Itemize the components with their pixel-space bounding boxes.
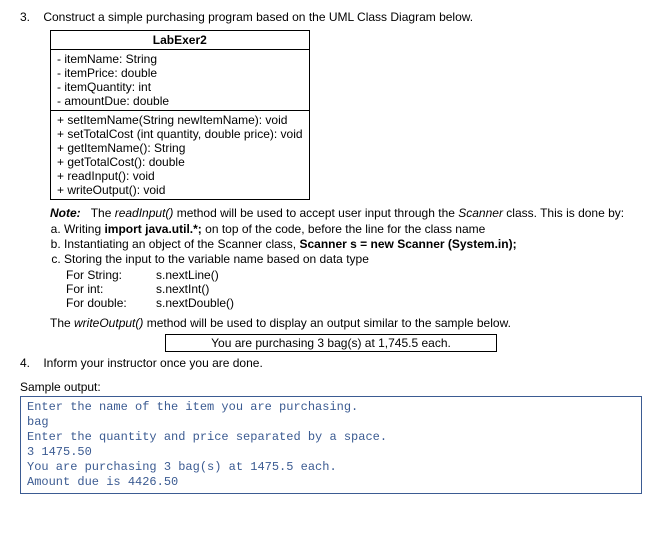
uml-method: + getTotalCost(): double	[57, 155, 303, 169]
uml-attr: - itemQuantity: int	[57, 80, 303, 94]
writeoutput-paragraph: The writeOutput() method will be used to…	[50, 316, 642, 330]
datatype-label: For int:	[66, 282, 156, 296]
scanner-class: Scanner	[458, 206, 503, 220]
note-label: Note:	[50, 206, 81, 220]
datatype-row: For double: s.nextDouble()	[66, 296, 642, 310]
datatype-row: For int: s.nextInt()	[66, 282, 642, 296]
q3-text: Construct a simple purchasing program ba…	[43, 10, 633, 24]
uml-method: + setTotalCost (int quantity, double pri…	[57, 127, 303, 141]
step-c: Storing the input to the variable name b…	[64, 252, 642, 266]
sample-output-box: You are purchasing 3 bag(s) at 1,745.5 e…	[165, 334, 497, 352]
uml-method: + setItemName(String newItemName): void	[57, 113, 303, 127]
uml-method: + readInput(): void	[57, 169, 303, 183]
datatype-call: s.nextInt()	[156, 282, 209, 296]
uml-attributes: - itemName: String - itemPrice: double -…	[51, 50, 310, 111]
steps-list: Writing import java.util.*; on top of th…	[46, 222, 642, 266]
writeout-text: method will be used to display an output…	[143, 316, 511, 330]
uml-attr: - itemPrice: double	[57, 66, 303, 80]
note-text: class. This is done by:	[503, 206, 624, 220]
datatype-call: s.nextLine()	[156, 268, 219, 282]
writeoutput-method: writeOutput()	[74, 316, 143, 330]
step-a: Writing import java.util.*; on top of th…	[64, 222, 642, 236]
note-paragraph: Note: The readInput() method will be use…	[50, 206, 642, 220]
step-b-code: Scanner s = new Scanner (System.in);	[299, 237, 516, 251]
uml-methods: + setItemName(String newItemName): void …	[51, 111, 310, 200]
uml-diagram: LabExer2 - itemName: String - itemPrice:…	[50, 30, 310, 200]
datatype-label: For double:	[66, 296, 156, 310]
writeout-text: The	[50, 316, 74, 330]
datatype-label: For String:	[66, 268, 156, 282]
uml-attr: - itemName: String	[57, 52, 303, 66]
sample-output-label: Sample output:	[20, 380, 642, 394]
note-text: method will be used to accept user input…	[173, 206, 458, 220]
question-3: 3. Construct a simple purchasing program…	[20, 10, 642, 24]
q3-number: 3.	[20, 10, 40, 24]
uml-class-name: LabExer2	[51, 31, 310, 50]
readinput-method: readInput()	[115, 206, 174, 220]
step-b: Instantiating an object of the Scanner c…	[64, 237, 642, 251]
datatype-methods: For String: s.nextLine() For int: s.next…	[66, 268, 642, 310]
q4-text: Inform your instructor once you are done…	[43, 356, 633, 370]
datatype-row: For String: s.nextLine()	[66, 268, 642, 282]
datatype-call: s.nextDouble()	[156, 296, 234, 310]
step-a-text: on top of the code, before the line for …	[202, 222, 486, 236]
q4-number: 4.	[20, 356, 40, 370]
step-a-text: Writing	[64, 222, 104, 236]
uml-attr: - amountDue: double	[57, 94, 303, 108]
uml-method: + writeOutput(): void	[57, 183, 303, 197]
question-4: 4. Inform your instructor once you are d…	[20, 356, 642, 370]
note-text: The	[91, 206, 115, 220]
sample-output-console: Enter the name of the item you are purch…	[20, 396, 642, 494]
step-a-code: import java.util.*;	[104, 222, 201, 236]
step-b-text: Instantiating an object of the Scanner c…	[64, 237, 299, 251]
uml-method: + getItemName(): String	[57, 141, 303, 155]
